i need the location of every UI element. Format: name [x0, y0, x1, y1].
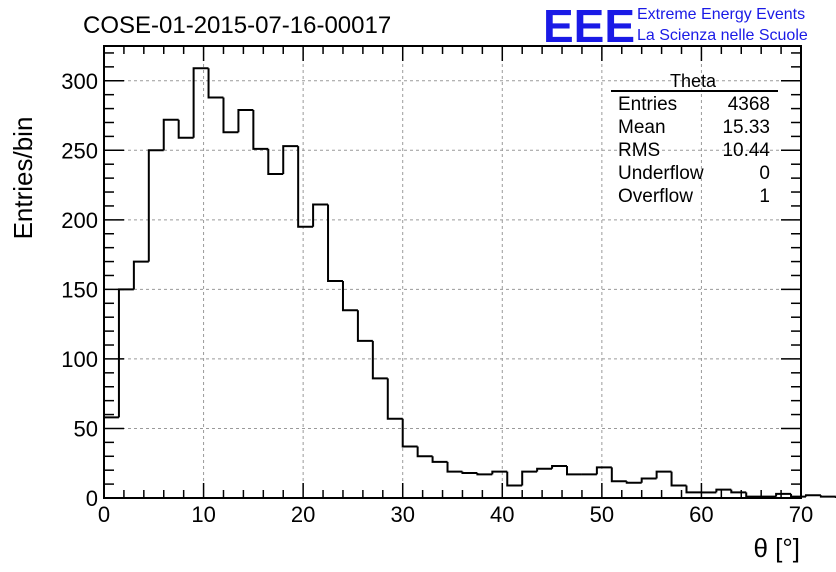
- logo-line-1: Extreme Energy Events: [637, 6, 805, 23]
- y-tick-label: 0: [86, 486, 98, 511]
- histogram-bin: [536, 467, 553, 472]
- stats-row: Overflow 1: [618, 186, 770, 207]
- x-tick-label: 70: [789, 502, 813, 527]
- histogram-bin: [252, 109, 269, 150]
- x-tick-label: 10: [191, 502, 215, 527]
- histogram-bin: [237, 108, 254, 133]
- y-tick-label: 150: [61, 277, 98, 302]
- y-tick-label: 200: [61, 208, 98, 233]
- histogram-bin: [715, 488, 732, 493]
- histogram-bin: [595, 466, 612, 475]
- stats-row: Underflow 0: [618, 163, 770, 184]
- histogram-bin: [192, 67, 209, 138]
- histogram-bin: [804, 494, 821, 497]
- stats-label: Entries: [618, 94, 677, 115]
- stats-row: Entries 4368: [618, 94, 770, 115]
- histogram-bin: [356, 310, 373, 342]
- histogram-bin: [461, 471, 478, 474]
- histogram-bin: [207, 68, 224, 99]
- histogram-bin: [610, 467, 627, 483]
- stats-row: RMS 10.44: [618, 140, 770, 161]
- stats-row: Mean 15.33: [618, 117, 770, 138]
- x-tick-label: 60: [689, 502, 713, 527]
- histogram-bin: [327, 204, 343, 283]
- axis-ticks: [103, 46, 802, 499]
- stats-value: 4368: [728, 94, 770, 115]
- stats-label: Mean: [618, 117, 666, 138]
- histogram-bin: [730, 489, 747, 494]
- x-axis-label: θ [°]: [753, 533, 800, 563]
- x-tick-label: 50: [590, 502, 614, 527]
- histogram-bin: [416, 446, 433, 458]
- histogram-bin: [431, 456, 448, 463]
- histogram-bin: [670, 471, 687, 487]
- histogram-bin: [551, 465, 568, 469]
- chart-title: COSE-01-2015-07-16-00017: [83, 12, 391, 39]
- x-tick-label: 40: [490, 502, 514, 527]
- stats-value: 10.44: [722, 140, 770, 161]
- histogram-bin: [745, 492, 762, 498]
- histogram-bars: [103, 67, 836, 498]
- y-tick-label: 50: [74, 416, 98, 441]
- x-tick-label: 30: [390, 502, 414, 527]
- histogram-bin: [506, 471, 523, 487]
- stats-value: 0: [759, 163, 770, 184]
- logo-mark: EEE: [543, 0, 635, 52]
- histogram-bin: [371, 340, 388, 380]
- histogram-bin: [267, 148, 284, 175]
- y-tick-label: 100: [61, 347, 98, 372]
- histogram-bin: [147, 149, 164, 262]
- x-tick-label: 20: [291, 502, 315, 527]
- histogram-bin: [625, 481, 642, 484]
- y-tick-labels: 0 50 100 150 200 250 300: [61, 69, 98, 511]
- histogram-bin: [790, 493, 806, 498]
- stats-label: Overflow: [618, 186, 693, 207]
- histogram-bin: [103, 416, 119, 498]
- histogram-bin: [685, 485, 702, 494]
- histogram-bin: [117, 288, 134, 418]
- histogram-bin: [775, 492, 792, 497]
- stats-value: 15.33: [722, 117, 770, 138]
- histogram-bin: [297, 146, 314, 228]
- histogram-bin: [819, 495, 836, 498]
- histogram-bin: [491, 470, 508, 475]
- histogram-bin: [386, 378, 403, 420]
- histogram-bin: [655, 470, 672, 479]
- histogram-bin: [162, 118, 179, 151]
- stats-title: Theta: [670, 71, 717, 91]
- stats-label: Underflow: [618, 163, 704, 184]
- histogram-bin: [446, 461, 463, 473]
- grid-lines: [104, 46, 801, 498]
- histogram-bin: [222, 97, 239, 134]
- histogram-bin: [476, 472, 493, 476]
- y-tick-label: 250: [61, 138, 98, 163]
- x-tick-label: 0: [98, 502, 110, 527]
- x-tick-labels: 0 10 20 30 40 50 60 70: [98, 502, 813, 527]
- histogram-bin: [566, 466, 582, 476]
- histogram-bin: [132, 260, 149, 290]
- histogram-bin: [312, 203, 329, 227]
- y-tick-label: 300: [61, 69, 98, 94]
- stats-value: 1: [759, 186, 770, 207]
- stats-label: RMS: [618, 140, 660, 161]
- y-axis-label: Entries/bin: [8, 117, 38, 240]
- logo-line-2: La Scienza nelle Scuole: [637, 27, 808, 44]
- eee-logo: EEE Extreme Energy Events La Scienza nel…: [543, 0, 808, 52]
- histogram-bin: [282, 145, 299, 174]
- histogram-bin: [401, 418, 418, 448]
- histogram-bin: [521, 470, 538, 486]
- plot-frame: [103, 45, 802, 499]
- histogram-bin: [177, 119, 194, 139]
- histogram-bin: [640, 477, 657, 483]
- histogram-bin: [341, 281, 358, 312]
